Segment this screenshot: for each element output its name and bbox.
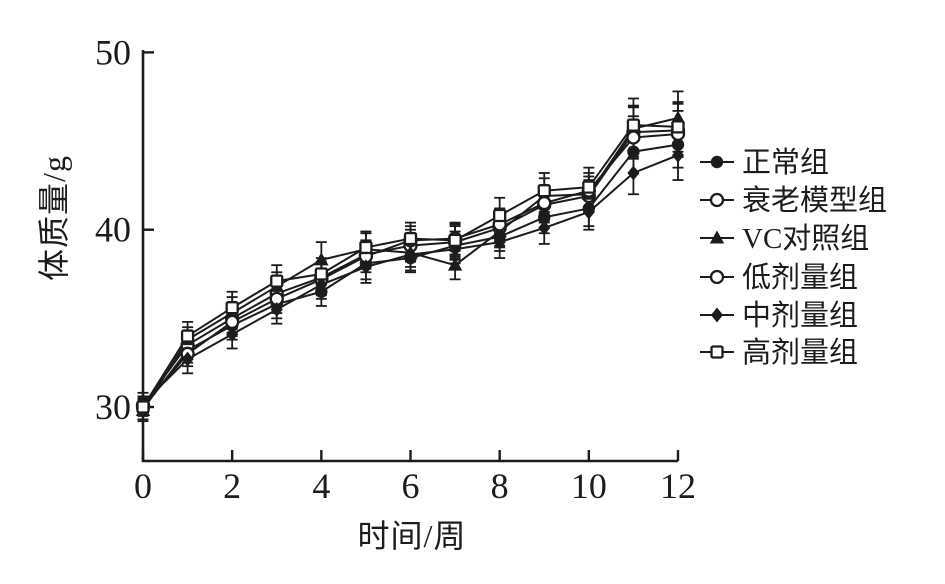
marker-diamond-filled [627, 165, 640, 181]
legend-label: VC对照组 [742, 222, 869, 255]
marker-circle-open [709, 192, 725, 208]
marker-circle-open [537, 195, 552, 211]
x-tick-label: 4 [312, 466, 330, 506]
x-tick-label: 6 [402, 466, 420, 506]
marker-diamond-filled [359, 259, 372, 275]
marker-circle-filled [627, 145, 640, 158]
marker-diamond-filled [270, 301, 283, 317]
marker-triangle-filled [314, 252, 329, 266]
x-tick-label: 2 [223, 466, 241, 506]
x-tick-label: 8 [491, 466, 509, 506]
legend-item-5: 高剂量组 [700, 336, 858, 369]
marker-square-open [270, 274, 284, 288]
legend-label: 正常组 [742, 146, 829, 179]
legend-label: 中剂量组 [742, 299, 858, 332]
legend-item-1: 衰老模型组 [700, 184, 887, 217]
marker-diamond-filled [493, 234, 506, 250]
legend-label: 高剂量组 [742, 336, 858, 369]
marker-triangle-filled [447, 257, 463, 271]
marker-diamond-filled [315, 277, 328, 293]
marker-square-open [626, 118, 641, 132]
series-line-4 [142, 154, 679, 405]
y-tick-label: 50 [95, 32, 131, 72]
legend-item-0: 正常组 [700, 146, 829, 179]
marker-square-open [314, 267, 328, 281]
marker-diamond-filled [181, 351, 194, 367]
legend-label: 低剂量组 [742, 261, 858, 294]
marker-circle-filled [538, 211, 551, 224]
marker-square-open [180, 329, 195, 343]
marker-circle-filled [671, 138, 685, 151]
legend-item-2: VC对照组 [700, 222, 869, 255]
axes: 30 40 50 0 2 4 6 8 10 12 [95, 32, 696, 506]
marker-square-open [671, 120, 685, 134]
marker-square-open [136, 400, 150, 414]
marker-circle-filled [710, 155, 724, 169]
legend-label: 衰老模型组 [742, 184, 887, 217]
marker-square-open [448, 233, 462, 247]
legend-item-4: 中剂量组 [700, 299, 858, 332]
marker-square-open [359, 240, 373, 255]
marker-circle-open [709, 269, 725, 285]
legend-item-3: 低剂量组 [700, 261, 858, 294]
x-tick-label: 12 [660, 466, 696, 506]
marker-circle-open [626, 130, 641, 145]
y-axis-title: 体质量/g [36, 155, 72, 281]
x-axis-title: 时间/周 [357, 518, 467, 554]
marker-diamond-filled [711, 307, 723, 323]
marker-circle-open [225, 314, 240, 330]
series-markers-0 [136, 138, 685, 415]
y-tick-label: 30 [95, 387, 131, 427]
marker-diamond-filled [582, 204, 595, 220]
marker-diamond-filled [672, 147, 684, 163]
marker-diamond-filled [226, 326, 239, 342]
marker-triangle-filled [709, 230, 725, 244]
marker-square-open [493, 208, 507, 223]
marker-square-open [225, 301, 239, 315]
y-tick-label: 40 [95, 210, 131, 250]
x-tick-label: 10 [571, 466, 607, 506]
series-markers-5 [136, 118, 685, 414]
marker-square-open [403, 231, 418, 246]
marker-diamond-filled [538, 220, 551, 236]
marker-square-open [582, 180, 596, 194]
series-markers-4 [137, 147, 684, 411]
marker-square-open [710, 345, 724, 359]
x-tick-label: 0 [134, 466, 152, 506]
marker-square-open [537, 184, 551, 198]
marker-diamond-filled [404, 247, 417, 263]
